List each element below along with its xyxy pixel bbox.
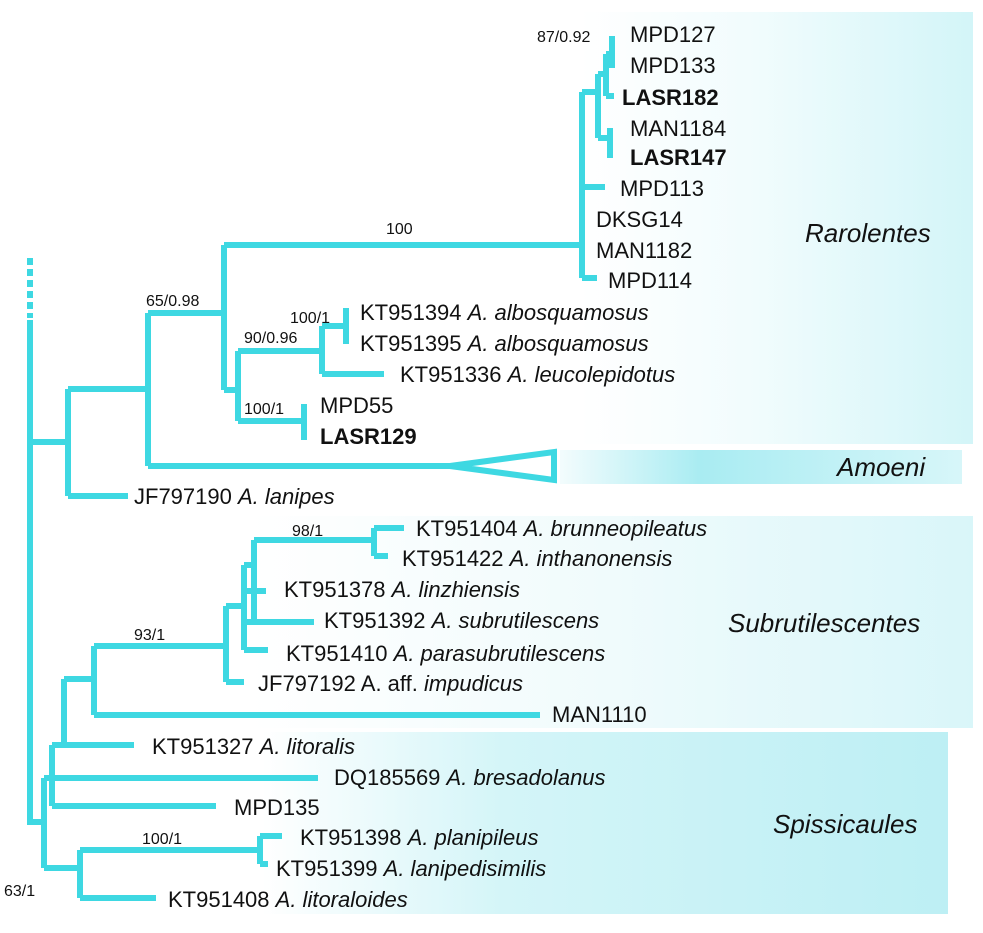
tip-kt951394: KT951394 A. albosquamosus <box>360 300 649 325</box>
tip-lasr182: LASR182 <box>622 85 719 110</box>
tip-dq185569: DQ185569 A. bresadolanus <box>334 765 606 790</box>
tip-man1182: MAN1182 <box>596 238 692 263</box>
tip-kt951422: KT951422 A. inthanonensis <box>402 546 672 571</box>
tip-dksg14: DKSG14 <box>596 207 683 232</box>
tip-kt951398: KT951398 A. planipileus <box>300 825 539 850</box>
clade-shade-spissicaules <box>262 732 948 914</box>
tip-kt951336: KT951336 A. leucolepidotus <box>400 362 675 387</box>
clade-label-subrutilescentes: Subrutilescentes <box>728 608 920 638</box>
tip-kt951410: KT951410 A. parasubrutilescens <box>286 641 605 666</box>
branch-albosquamosus-group <box>224 308 384 440</box>
support-100-1-mpd55: 100/1 <box>244 401 284 418</box>
support-90-096: 90/0.96 <box>244 330 297 347</box>
support-values: 87/0.92 100 65/0.98 100/1 90/0.96 100/1 … <box>4 29 590 900</box>
tip-man1110: MAN1110 <box>552 702 647 727</box>
branch-lower-backbone <box>30 643 540 868</box>
tip-mpd114: MPD114 <box>608 268 692 293</box>
branch-rarolentes <box>221 36 615 390</box>
tip-kt951395: KT951395 A. albosquamosus <box>360 331 649 356</box>
branch-spissicaules <box>44 833 282 901</box>
tip-lasr147: LASR147 <box>630 145 727 170</box>
tip-kt951404: KT951404 A. brunneopileatus <box>416 516 707 541</box>
tip-lasr129: LASR129 <box>320 424 417 449</box>
tip-jf797190: JF797190 A. lanipes <box>134 484 335 509</box>
tip-mpd135: MPD135 <box>234 795 320 820</box>
branch-upper-backbone <box>30 310 450 499</box>
support-63-1: 63/1 <box>4 883 35 900</box>
tip-kt951392: KT951392 A. subrutilescens <box>324 608 599 633</box>
clade-shade-amoeni <box>560 450 962 484</box>
support-100: 100 <box>386 221 413 238</box>
tip-kt951408: KT951408 A. litoraloides <box>168 887 408 912</box>
clade-shade-subrutilescentes <box>250 516 973 728</box>
support-100-1-plani: 100/1 <box>142 831 182 848</box>
tip-labels: MPD127 MPD133 LASR182 MAN1184 LASR147 MP… <box>134 22 727 912</box>
tip-kt951399: KT951399 A. lanipedisimilis <box>276 856 546 881</box>
root-stem <box>27 320 44 825</box>
tip-mpd55: MPD55 <box>320 393 393 418</box>
support-98-1: 98/1 <box>292 523 323 540</box>
tip-mpd113: MPD113 <box>620 176 704 201</box>
support-93-1: 93/1 <box>134 627 165 644</box>
support-65-098: 65/0.98 <box>146 293 199 310</box>
clade-label-rarolentes: Rarolentes <box>805 218 931 248</box>
tip-kt951327: KT951327 A. litoralis <box>152 734 355 759</box>
tip-jf797192: JF797192 A. aff. impudicus <box>258 671 523 696</box>
clade-label-spissicaules: Spissicaules <box>773 809 918 839</box>
branch-subrutilescentes <box>223 525 404 685</box>
tip-kt951378: KT951378 A. linzhiensis <box>284 577 520 602</box>
support-87-092: 87/0.92 <box>537 29 590 46</box>
amoeni-triangle <box>449 448 557 484</box>
tip-mpd127: MPD127 <box>630 22 716 47</box>
branches <box>27 36 615 901</box>
support-100-1-albo: 100/1 <box>290 310 330 327</box>
tip-mpd133: MPD133 <box>630 53 716 78</box>
clade-shade-rarolentes <box>580 12 973 444</box>
clade-label-amoeni: Amoeni <box>835 452 926 482</box>
tip-man1184: MAN1184 <box>630 116 726 141</box>
clade-labels: Rarolentes Amoeni Subrutilescentes Spiss… <box>728 218 931 839</box>
